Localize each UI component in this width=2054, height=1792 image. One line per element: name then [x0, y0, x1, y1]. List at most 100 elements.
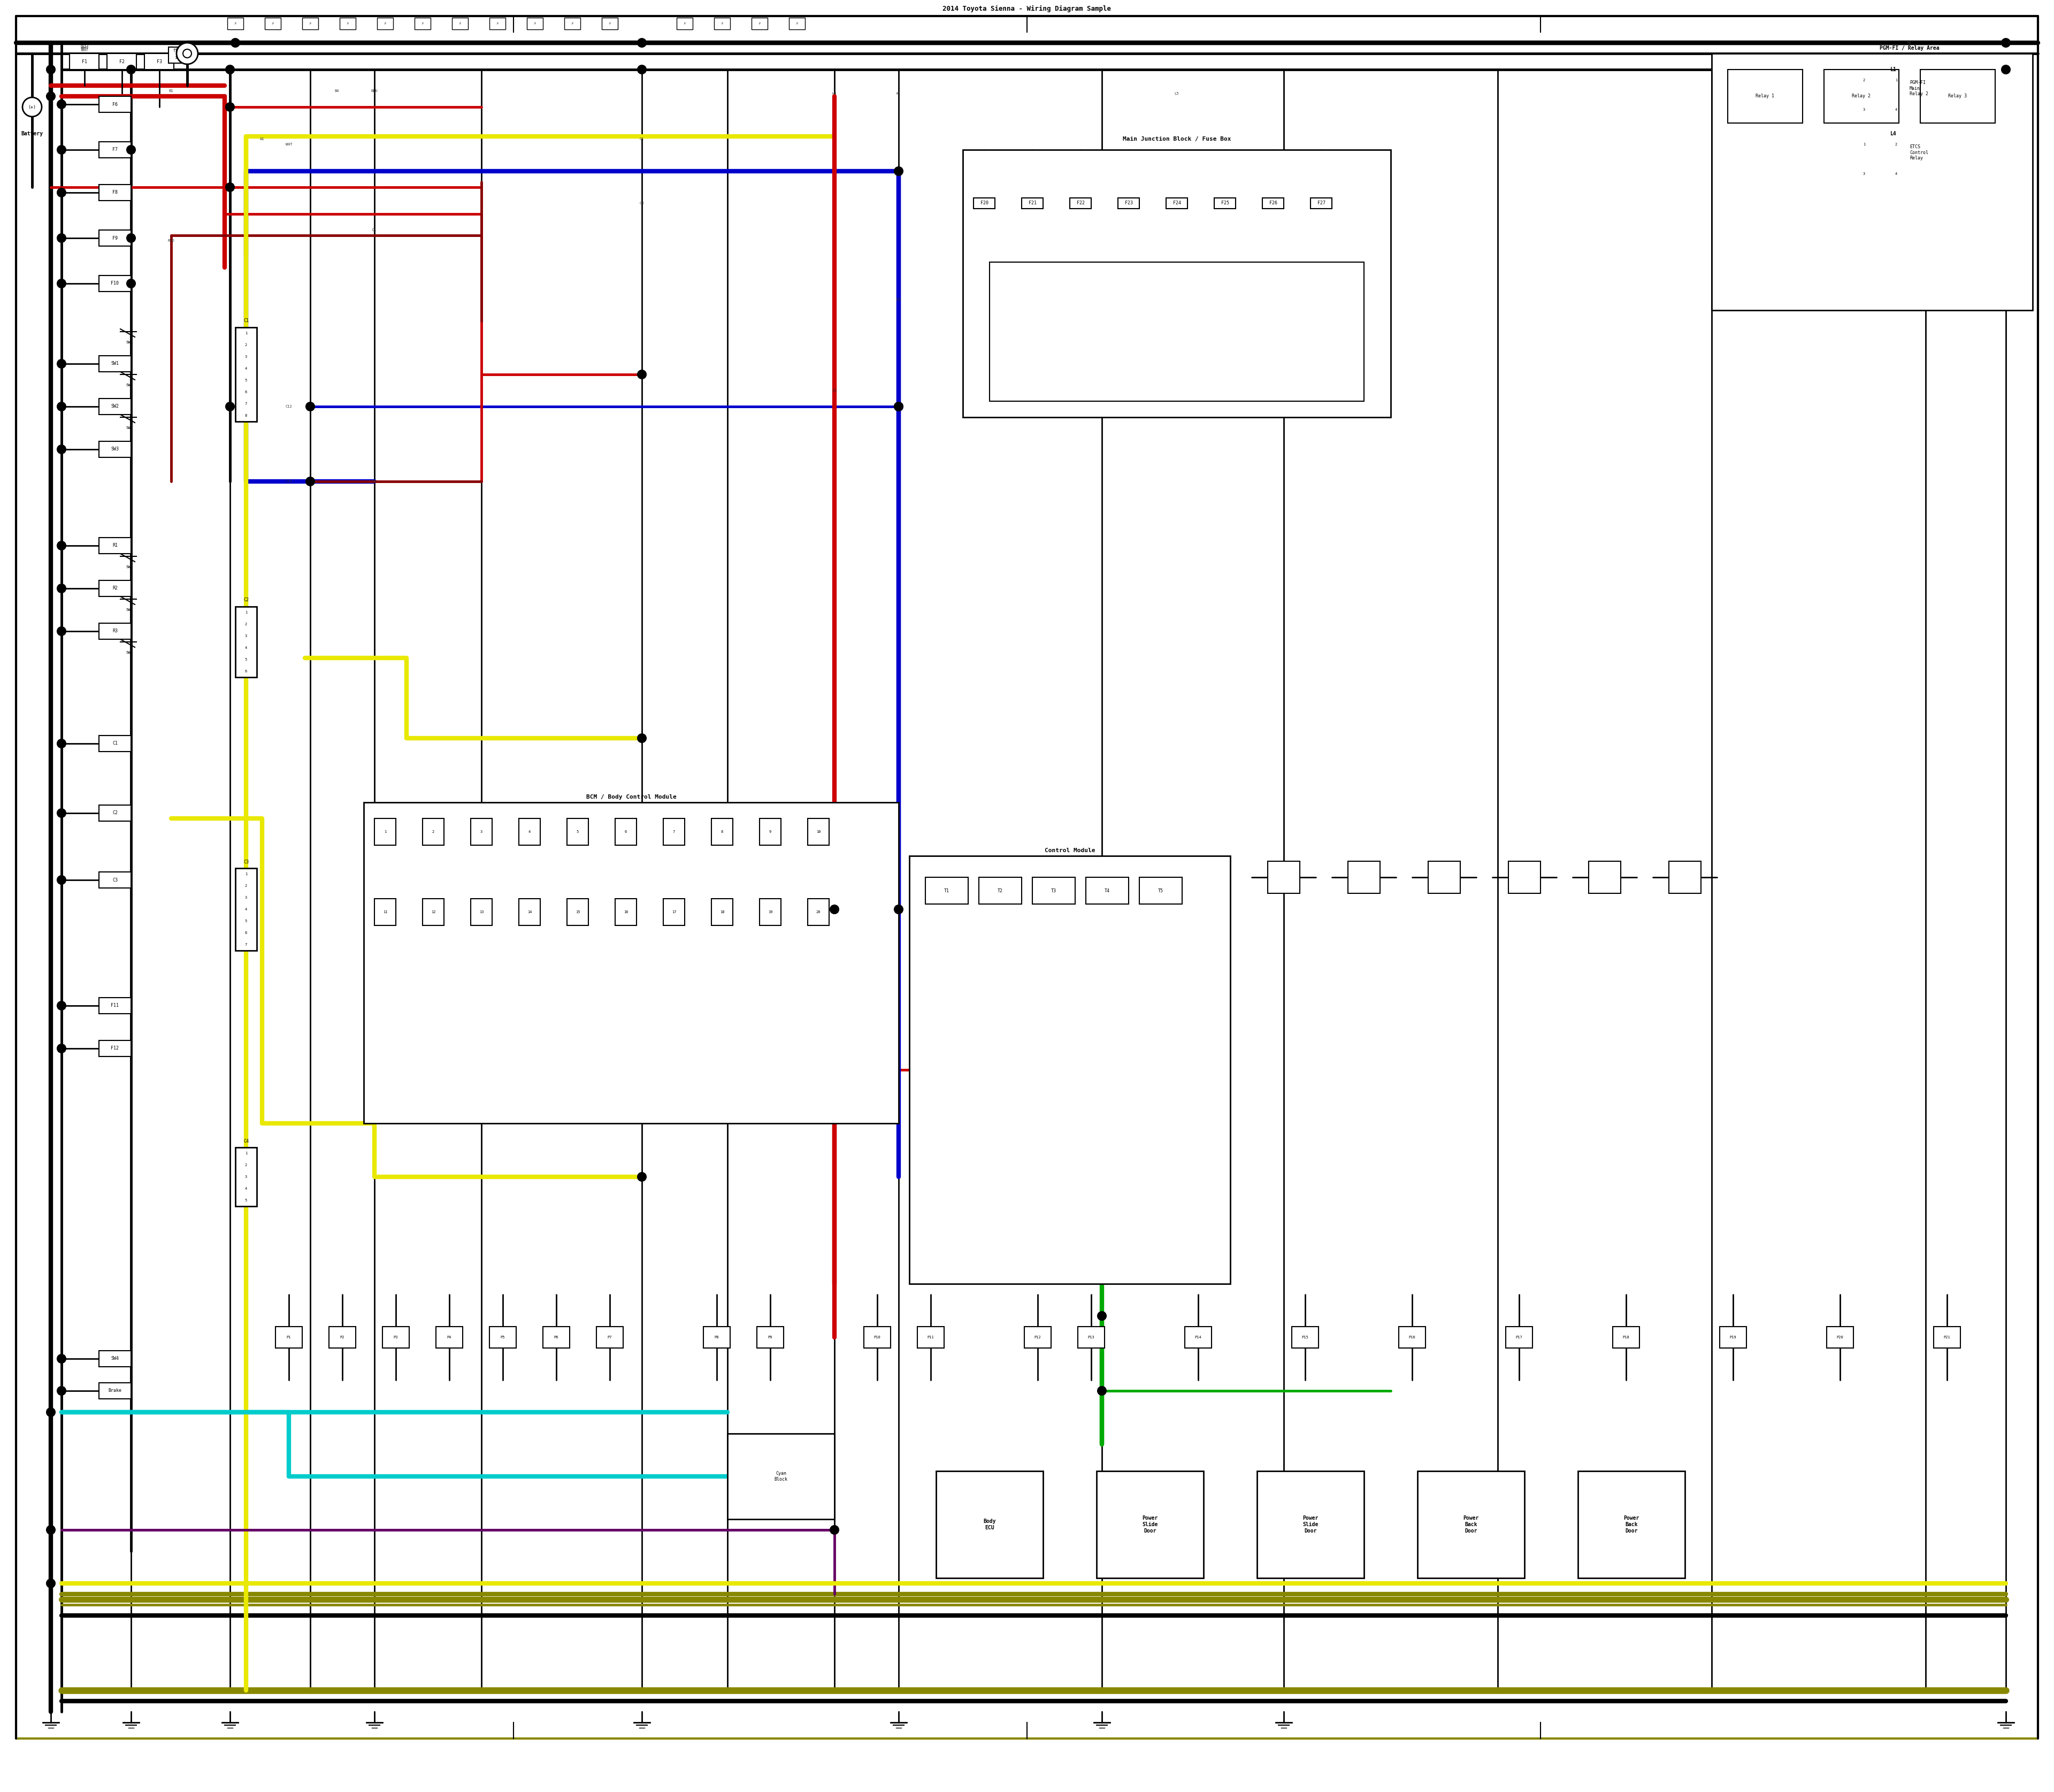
- Bar: [265, 18, 281, 29]
- Circle shape: [183, 48, 191, 57]
- Bar: [980, 878, 1021, 903]
- Bar: [228, 18, 242, 29]
- Text: Relay 2: Relay 2: [1853, 93, 1871, 99]
- Text: P21: P21: [1943, 1335, 1951, 1339]
- Text: WHT: WHT: [80, 47, 88, 50]
- Bar: [567, 898, 587, 925]
- Text: Cyan
Block: Cyan Block: [774, 1471, 787, 1482]
- Text: 6: 6: [624, 830, 626, 833]
- Bar: [1078, 1326, 1105, 1348]
- Text: 19: 19: [768, 910, 772, 914]
- Text: Power
Slide
Door: Power Slide Door: [1302, 1516, 1319, 1534]
- Bar: [1668, 862, 1701, 894]
- Text: Body
ECU: Body ECU: [984, 1520, 996, 1530]
- Bar: [423, 898, 444, 925]
- Bar: [602, 18, 618, 29]
- Circle shape: [637, 735, 647, 742]
- Bar: [1508, 862, 1540, 894]
- Bar: [374, 819, 396, 846]
- Bar: [236, 1147, 257, 1206]
- Bar: [760, 898, 781, 925]
- Circle shape: [637, 38, 647, 47]
- Text: D4: D4: [372, 480, 376, 484]
- Text: F7: F7: [113, 147, 117, 152]
- Circle shape: [58, 145, 66, 154]
- Text: P2: P2: [341, 1335, 345, 1339]
- Text: Relay 3: Relay 3: [1949, 93, 1968, 99]
- Bar: [99, 735, 131, 751]
- Bar: [1292, 1326, 1319, 1348]
- Bar: [1808, 54, 2011, 267]
- Text: C12: C12: [286, 405, 292, 409]
- Text: 2: 2: [244, 1163, 246, 1167]
- Text: F8: F8: [113, 190, 117, 195]
- Text: F9: F9: [113, 235, 117, 240]
- Bar: [423, 819, 444, 846]
- Text: D1: D1: [372, 228, 376, 231]
- Bar: [1428, 862, 1460, 894]
- Bar: [99, 97, 131, 113]
- Bar: [99, 398, 131, 414]
- Bar: [614, 819, 637, 846]
- Bar: [1185, 1326, 1212, 1348]
- Text: 3: 3: [481, 830, 483, 833]
- Text: SW3: SW3: [111, 446, 119, 452]
- Circle shape: [58, 188, 66, 197]
- Text: 6: 6: [244, 932, 246, 934]
- Bar: [1070, 197, 1091, 208]
- Bar: [1399, 1326, 1425, 1348]
- Text: 3: 3: [1863, 172, 1865, 176]
- Bar: [435, 1326, 462, 1348]
- Text: 3: 3: [1863, 108, 1865, 111]
- Bar: [1033, 878, 1074, 903]
- Text: P13: P13: [1089, 1335, 1095, 1339]
- Bar: [1087, 878, 1128, 903]
- Text: P15: P15: [1302, 1335, 1308, 1339]
- Text: C13: C13: [286, 480, 292, 484]
- Text: SW: SW: [125, 607, 131, 611]
- Text: 4: 4: [244, 909, 246, 910]
- Text: 5: 5: [577, 830, 579, 833]
- Text: 17: 17: [672, 910, 676, 914]
- Text: 4: 4: [244, 1186, 246, 1190]
- Text: 6: 6: [244, 391, 246, 394]
- Circle shape: [58, 584, 66, 593]
- Circle shape: [830, 1525, 838, 1534]
- Bar: [275, 1326, 302, 1348]
- Text: 8: 8: [244, 414, 246, 418]
- Bar: [752, 18, 768, 29]
- Circle shape: [893, 905, 904, 914]
- Text: 2: 2: [244, 883, 246, 887]
- Circle shape: [58, 1002, 66, 1011]
- Bar: [1861, 140, 1927, 192]
- Circle shape: [58, 444, 66, 453]
- Text: 1: 1: [1863, 143, 1865, 145]
- Text: 7: 7: [674, 830, 676, 833]
- Circle shape: [58, 1387, 66, 1396]
- Circle shape: [1097, 1387, 1107, 1396]
- Circle shape: [1097, 1312, 1107, 1321]
- Text: T1: T1: [173, 47, 179, 50]
- Text: 5: 5: [244, 919, 246, 923]
- Text: F25: F25: [1220, 201, 1228, 206]
- Bar: [329, 1326, 355, 1348]
- Text: (+): (+): [29, 104, 37, 109]
- Text: 2: 2: [431, 830, 433, 833]
- Bar: [565, 18, 581, 29]
- Text: P12: P12: [1035, 1335, 1041, 1339]
- Text: P9: P9: [768, 1335, 772, 1339]
- Text: 20: 20: [815, 910, 822, 914]
- Bar: [1861, 75, 1927, 129]
- Text: F27: F27: [1317, 201, 1325, 206]
- Bar: [715, 18, 729, 29]
- Bar: [99, 441, 131, 457]
- Text: 2: 2: [244, 344, 246, 346]
- Text: 6: 6: [244, 670, 246, 674]
- Bar: [1263, 197, 1284, 208]
- Text: L4: L4: [1890, 131, 1896, 136]
- Circle shape: [58, 740, 66, 747]
- Bar: [963, 151, 1391, 418]
- Bar: [1612, 1326, 1639, 1348]
- Text: 7: 7: [244, 401, 246, 405]
- Text: PGM-FI / Relay Area: PGM-FI / Relay Area: [1879, 45, 1939, 50]
